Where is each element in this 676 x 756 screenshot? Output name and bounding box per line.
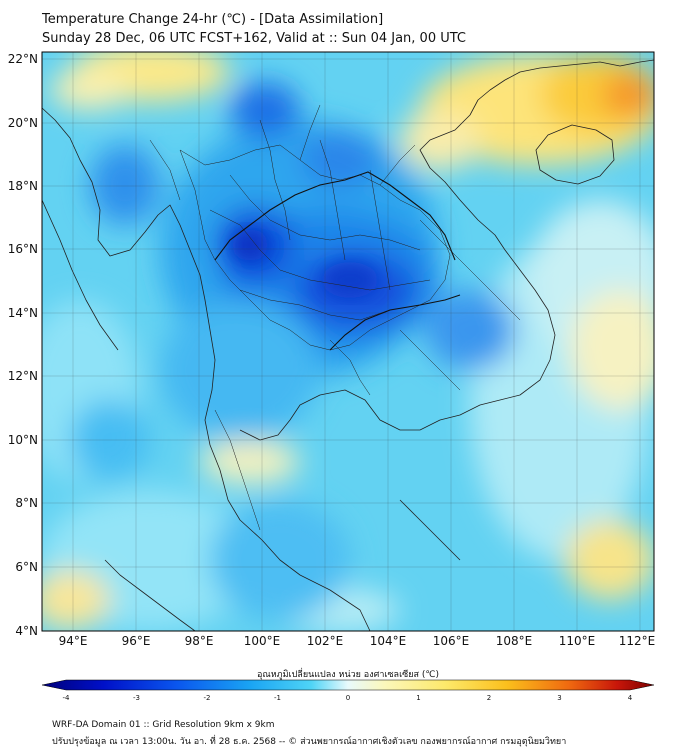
lon-label-108: 108°E — [496, 634, 533, 648]
lat-label-22: 22°N — [8, 52, 38, 66]
graticule — [42, 52, 654, 631]
lon-label-102: 102°E — [307, 634, 344, 648]
lon-label-96: 96°E — [122, 634, 151, 648]
colorbar — [41, 679, 655, 691]
lon-label-104: 104°E — [370, 634, 407, 648]
map-title: Temperature Change 24-hr (℃) - [Data Ass… — [42, 12, 384, 27]
lat-label-14: 14°N — [8, 306, 38, 320]
lat-label-12: 12°N — [8, 369, 38, 383]
lon-label-100: 100°E — [244, 634, 281, 648]
lon-label-98: 98°E — [185, 634, 214, 648]
lon-label-94: 94°E — [59, 634, 88, 648]
colorbar-tick-label: 3 — [557, 694, 561, 702]
colorbar-tick-label: -1 — [274, 694, 281, 702]
lon-label-106: 106°E — [433, 634, 470, 648]
colorbar-tick-label: 1 — [416, 694, 420, 702]
footer-model-info: WRF-DA Domain 01 :: Grid Resolution 9km … — [52, 720, 275, 730]
colorbar-tick-label: -2 — [204, 694, 211, 702]
lon-label-110: 110°E — [559, 634, 596, 648]
lat-label-8: 8°N — [15, 496, 38, 510]
lat-label-10: 10°N — [8, 433, 38, 447]
colorbar-tick-label: 4 — [628, 694, 633, 702]
map-subtitle: Sunday 28 Dec, 06 UTC FCST+162, Valid at… — [42, 31, 466, 46]
lon-label-112: 112°E — [619, 634, 656, 648]
colorbar-tick-label: -3 — [133, 694, 140, 702]
colorbar-tick-label: -4 — [63, 694, 71, 702]
lat-label-18: 18°N — [8, 179, 38, 193]
lat-label-16: 16°N — [8, 242, 38, 256]
country-border — [214, 171, 461, 351]
lat-label-4: 4°N — [15, 624, 38, 638]
temperature-field — [42, 52, 654, 631]
colorbar-title: อุณหภูมิเปลี่ยนแปลง หน่วย องศาเซลเซียส (… — [257, 667, 439, 680]
lat-label-20: 20°N — [8, 116, 38, 130]
colorbar-tick-label: 2 — [487, 694, 491, 702]
footer-credits: ปรับปรุงข้อมูล ณ เวลา 13:00น. วัน อา. ที… — [52, 737, 567, 747]
lat-label-6: 6°N — [15, 560, 38, 574]
map-frame — [41, 51, 655, 632]
colorbar-tick-label: 0 — [346, 694, 350, 702]
province-boundaries — [149, 104, 521, 531]
coastline-outline — [42, 59, 654, 631]
